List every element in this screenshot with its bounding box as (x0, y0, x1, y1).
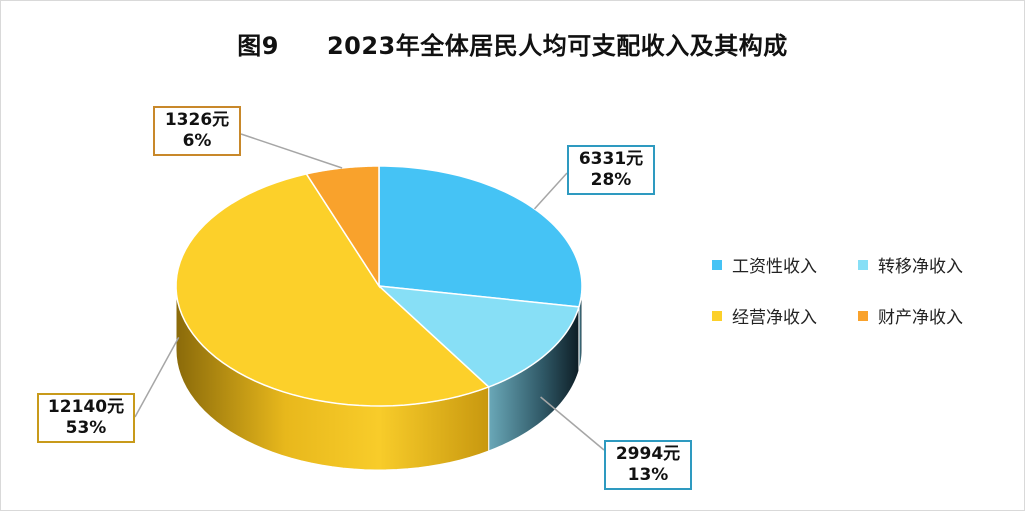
legend-item-transfer: 转移净收入 (858, 252, 1004, 277)
data-label-business: 12140元 53% (37, 393, 135, 443)
legend-swatch (858, 310, 868, 321)
data-label-percent: 13% (627, 465, 669, 485)
data-label-percent: 28% (590, 170, 632, 190)
leader-lines (134, 133, 605, 451)
legend-label: 财产净收入 (878, 308, 963, 328)
data-label-transfer: 2994元 13% (604, 440, 692, 490)
legend-item-wage: 工资性收入 (712, 252, 858, 277)
legend-item-property: 财产净收入 (858, 303, 1004, 328)
data-label-wage: 6331元 28% (567, 145, 655, 195)
data-label-value: 12140元 (47, 397, 125, 417)
pie-slice-transfer (376, 285, 580, 388)
leader-line-wage (533, 172, 568, 210)
legend-label: 经营净收入 (732, 308, 817, 328)
data-label-percent: 6% (182, 131, 212, 151)
legend-swatch (712, 310, 722, 321)
data-label-value: 1326元 (164, 110, 230, 130)
leader-line-transfer (540, 396, 605, 451)
legend-swatch (712, 259, 722, 270)
pie-slice-wage (378, 165, 583, 308)
legend: 工资性收入 转移净收入 经营净收入 财产净收入 (712, 252, 1012, 328)
figure-number: 图9 (237, 32, 279, 60)
pie-slices (175, 165, 583, 407)
title-text: 2023年全体居民人均可支配收入及其构成 (326, 32, 788, 60)
chart-title: 图9 2023年全体居民人均可支配收入及其构成 (0, 26, 1025, 61)
legend-item-business: 经营净收入 (712, 303, 858, 328)
data-label-value: 2994元 (615, 444, 681, 464)
leader-line-property (240, 133, 343, 169)
data-label-value: 6331元 (578, 149, 644, 169)
legend-swatch (858, 259, 868, 270)
leader-line-business (134, 337, 180, 418)
legend-label: 转移净收入 (878, 257, 963, 277)
data-label-property: 1326元 6% (153, 106, 241, 156)
legend-label: 工资性收入 (732, 257, 817, 277)
data-label-percent: 53% (65, 418, 107, 438)
pie-slice-business (175, 173, 491, 407)
